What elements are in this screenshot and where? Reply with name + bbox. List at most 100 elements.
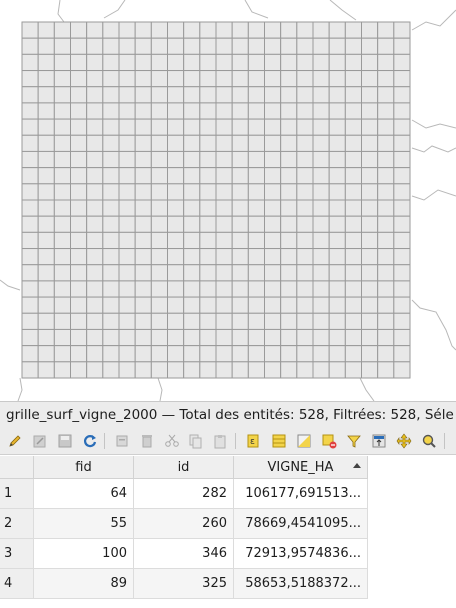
grid-cell[interactable]	[296, 328, 314, 347]
grid-cell[interactable]	[183, 199, 201, 217]
grid-cell[interactable]	[215, 53, 233, 72]
grid-cell[interactable]	[296, 361, 314, 379]
grid-cell[interactable]	[199, 215, 217, 233]
grid-cell[interactable]	[150, 199, 169, 217]
grid-cell[interactable]	[53, 231, 72, 250]
grid-cell[interactable]	[247, 21, 266, 39]
grid-cell[interactable]	[296, 264, 314, 282]
grid-cell[interactable]	[296, 199, 314, 217]
grid-cell[interactable]	[231, 150, 249, 169]
grid-cell[interactable]	[102, 70, 120, 88]
grid-cell[interactable]	[167, 118, 185, 136]
cut-icon[interactable]	[162, 431, 182, 451]
grid-cell[interactable]	[102, 86, 120, 104]
cell-vigne-ha[interactable]: 72913,9574836...	[233, 538, 368, 569]
table-row[interactable]: 1 64 282 106177,691513...	[0, 478, 368, 509]
grid-cell[interactable]	[377, 86, 395, 104]
grid-cell[interactable]	[312, 150, 330, 169]
grid-cell[interactable]	[118, 86, 136, 104]
select-all-icon[interactable]	[269, 431, 289, 451]
grid-cell[interactable]	[393, 231, 411, 250]
grid-cell[interactable]	[393, 296, 411, 314]
grid-cell[interactable]	[215, 37, 233, 55]
grid-cell[interactable]	[280, 86, 298, 104]
cell-vigne-ha[interactable]: 78669,4541095...	[233, 508, 368, 539]
grid-cell[interactable]	[167, 150, 185, 169]
grid-cell[interactable]	[183, 70, 201, 88]
grid-cell[interactable]	[167, 328, 185, 347]
grid-cell[interactable]	[21, 231, 39, 250]
grid-cell[interactable]	[37, 150, 55, 169]
grid-cell[interactable]	[70, 183, 88, 201]
grid-cell[interactable]	[118, 70, 136, 88]
grid-cell[interactable]	[118, 118, 136, 136]
grid-cell[interactable]	[199, 102, 217, 120]
grid-cell[interactable]	[167, 199, 185, 217]
grid-cell[interactable]	[377, 70, 395, 88]
grid-cell[interactable]	[361, 231, 379, 250]
grid-cell[interactable]	[264, 361, 282, 379]
column-header-vigne-ha[interactable]: VIGNE_HA	[233, 456, 368, 479]
grid-cell[interactable]	[328, 53, 346, 72]
cell-id[interactable]: 346	[133, 538, 234, 569]
grid-cell[interactable]	[393, 280, 411, 298]
grid-cell[interactable]	[37, 296, 55, 314]
grid-cell[interactable]	[150, 150, 169, 169]
grid-cell[interactable]	[393, 199, 411, 217]
grid-cell[interactable]	[280, 183, 298, 201]
grid-cell[interactable]	[70, 215, 88, 233]
grid-cell[interactable]	[21, 248, 39, 266]
grid-cell[interactable]	[215, 183, 233, 201]
grid-cell[interactable]	[183, 231, 201, 250]
grid-cell[interactable]	[296, 215, 314, 233]
grid-cell[interactable]	[280, 37, 298, 55]
grid-cell[interactable]	[280, 102, 298, 120]
grid-cell[interactable]	[247, 37, 266, 55]
grid-cell[interactable]	[264, 86, 282, 104]
grid-cell[interactable]	[328, 134, 346, 152]
grid-cell[interactable]	[70, 167, 88, 185]
grid-cell[interactable]	[377, 312, 395, 330]
grid-cell[interactable]	[264, 231, 282, 250]
grid-cell[interactable]	[312, 361, 330, 379]
grid-cell[interactable]	[231, 280, 249, 298]
grid-cell[interactable]	[86, 86, 104, 104]
grid-cell[interactable]	[215, 199, 233, 217]
grid-cell[interactable]	[312, 183, 330, 201]
grid-cell[interactable]	[134, 199, 152, 217]
grid-cell[interactable]	[296, 183, 314, 201]
grid-cell[interactable]	[167, 280, 185, 298]
grid-cell[interactable]	[215, 328, 233, 347]
grid-cell[interactable]	[280, 264, 298, 282]
grid-cell[interactable]	[183, 215, 201, 233]
grid-cell[interactable]	[150, 248, 169, 266]
grid-cell[interactable]	[328, 199, 346, 217]
grid-cell[interactable]	[280, 53, 298, 72]
grid-cell[interactable]	[215, 167, 233, 185]
grid-cell[interactable]	[86, 345, 104, 363]
grid-cell[interactable]	[312, 345, 330, 363]
grid-cell[interactable]	[344, 280, 362, 298]
grid-cell[interactable]	[150, 296, 169, 314]
grid-cell[interactable]	[183, 150, 201, 169]
grid-cell[interactable]	[37, 183, 55, 201]
grid-cell[interactable]	[53, 167, 72, 185]
grid-cell[interactable]	[361, 150, 379, 169]
grid-cell[interactable]	[312, 37, 330, 55]
grid-cell[interactable]	[134, 167, 152, 185]
grid-cell[interactable]	[312, 312, 330, 330]
attribute-table[interactable]: fid id VIGNE_HA 1 64 282 106177,691513..…	[0, 456, 456, 608]
grid-cell[interactable]	[344, 264, 362, 282]
grid-cell[interactable]	[328, 312, 346, 330]
grid-cell[interactable]	[21, 150, 39, 169]
grid-cell[interactable]	[296, 37, 314, 55]
grid-cell[interactable]	[361, 21, 379, 39]
grid-cell[interactable]	[183, 280, 201, 298]
grid-cell[interactable]	[215, 102, 233, 120]
grid-cell[interactable]	[134, 86, 152, 104]
grid-cell[interactable]	[150, 215, 169, 233]
grid-cell[interactable]	[183, 134, 201, 152]
grid-cell[interactable]	[167, 248, 185, 266]
grid-cell[interactable]	[102, 312, 120, 330]
grid-cell[interactable]	[134, 102, 152, 120]
